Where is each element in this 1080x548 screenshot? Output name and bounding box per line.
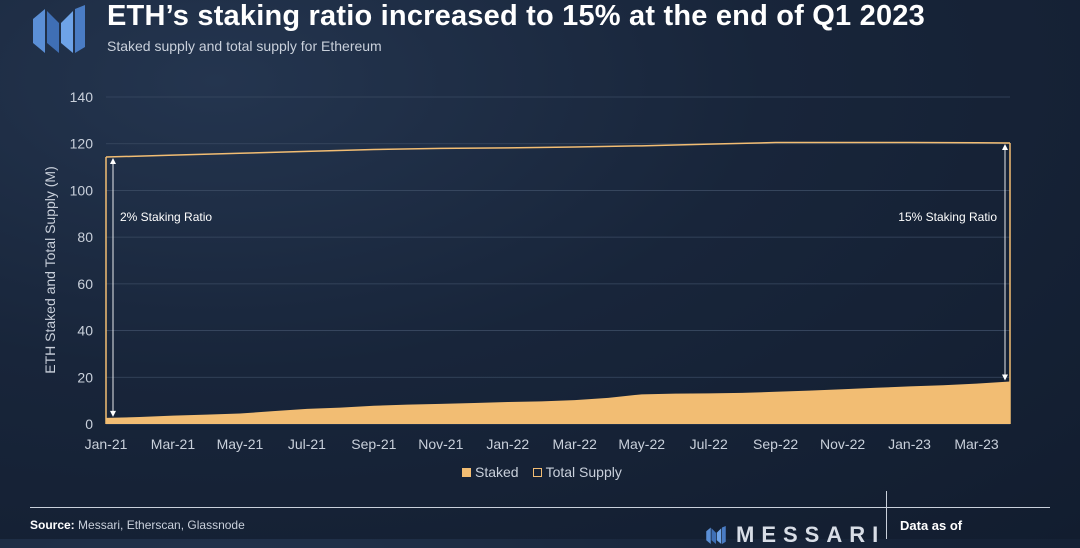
legend-label-total-supply: Total Supply bbox=[545, 464, 622, 480]
brand-footer: MESSARI bbox=[706, 522, 885, 548]
x-tick-label: Jan-23 bbox=[888, 436, 931, 452]
x-tick-label: May-22 bbox=[618, 436, 665, 452]
x-tick-label: May-21 bbox=[217, 436, 264, 452]
y-tick-label: 120 bbox=[70, 136, 94, 152]
y-axis-label: ETH Staked and Total Supply (M) bbox=[42, 166, 58, 374]
x-tick-label: Mar-21 bbox=[151, 436, 196, 452]
x-tick-label: Mar-22 bbox=[553, 436, 598, 452]
y-tick-label: 20 bbox=[77, 369, 93, 385]
x-tick-label: Sep-22 bbox=[753, 436, 798, 452]
legend-item-total-supply: Total Supply bbox=[532, 464, 622, 480]
y-tick-label: 80 bbox=[77, 229, 93, 245]
source-text: Messari, Etherscan, Glassnode bbox=[78, 518, 245, 532]
legend-label-staked: Staked bbox=[475, 464, 519, 480]
x-tick-label: Jan-22 bbox=[486, 436, 529, 452]
x-axis-ticks: Jan-21 Mar-21 May-21 Jul-21 Sep-21 Nov-21 Jan-… bbox=[85, 436, 999, 452]
x-tick-label: Jan-21 bbox=[85, 436, 128, 452]
chart-title: ETH’s staking ratio increased to 15% at … bbox=[107, 0, 925, 32]
x-tick-label: Nov-21 bbox=[418, 436, 463, 452]
chart-subtitle: Staked supply and total supply for Ether… bbox=[107, 38, 382, 54]
x-tick-label: Mar-23 bbox=[954, 436, 999, 452]
brand-wordmark: MESSARI bbox=[736, 522, 886, 547]
total-supply-swatch-icon bbox=[532, 467, 542, 477]
y-tick-label: 40 bbox=[77, 323, 93, 339]
x-tick-label: Jul-21 bbox=[288, 436, 326, 452]
source-label: Source: bbox=[30, 518, 75, 532]
y-tick-label: 140 bbox=[70, 89, 94, 105]
staked-area bbox=[106, 381, 1010, 424]
annotations: 2% Staking Ratio 15% Staking Ratio bbox=[110, 144, 1008, 417]
total-supply-line bbox=[105, 141, 1011, 158]
y-axis-ticks: 0 20 40 60 80 100 120 140 bbox=[70, 89, 94, 432]
x-tick-label: Jul-22 bbox=[690, 436, 728, 452]
arrow-head-down-icon bbox=[110, 410, 116, 417]
footer-vertical-divider bbox=[886, 491, 887, 539]
y-tick-label: 0 bbox=[85, 416, 93, 432]
staked-swatch-icon bbox=[462, 467, 471, 477]
footer-divider bbox=[30, 507, 1050, 508]
legend: Staked Total Supply bbox=[462, 464, 622, 480]
y-tick-label: 60 bbox=[77, 276, 93, 292]
y-tick-label: 100 bbox=[70, 182, 94, 198]
annotation-2-percent: 2% Staking Ratio bbox=[120, 210, 212, 224]
x-tick-label: Nov-22 bbox=[820, 436, 865, 452]
messari-logo bbox=[33, 5, 85, 53]
arrow-head-up-icon bbox=[1002, 144, 1008, 151]
gridlines bbox=[106, 96, 1010, 425]
arrow-head-up-icon bbox=[110, 158, 116, 165]
messari-small-logo-icon bbox=[706, 526, 726, 544]
annotation-15-percent: 15% Staking Ratio bbox=[898, 210, 997, 224]
source-note: Source: Messari, Etherscan, Glassnode bbox=[30, 518, 245, 532]
arrow-head-down-icon bbox=[1002, 374, 1008, 381]
legend-item-staked: Staked bbox=[462, 464, 519, 480]
data-as-of: Data as of bbox=[900, 518, 963, 533]
x-tick-label: Sep-21 bbox=[351, 436, 396, 452]
